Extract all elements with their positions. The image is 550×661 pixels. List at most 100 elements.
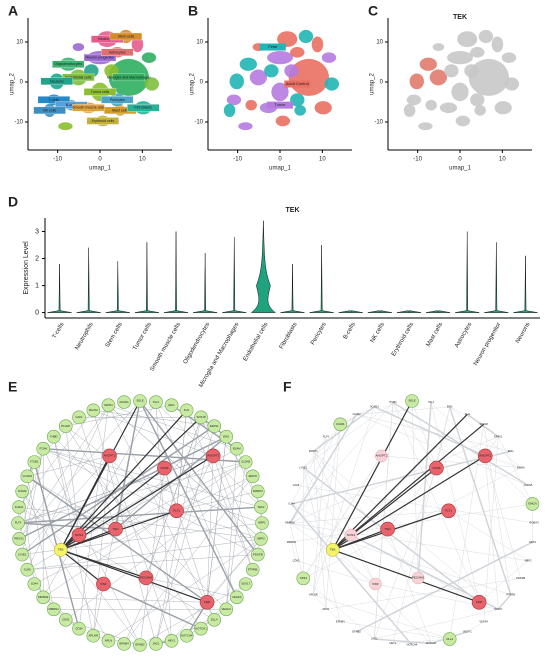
edge — [498, 436, 533, 505]
hub-label: KDR — [476, 600, 483, 604]
gene-label: PROX1 — [309, 449, 318, 453]
hub-node — [96, 576, 111, 592]
gene-node — [254, 532, 268, 546]
edge — [485, 455, 499, 610]
x-tick-label: -10 — [53, 157, 62, 163]
x-tick-label: Endothelial cells — [243, 322, 270, 363]
label-box — [259, 43, 286, 51]
hub-label: ANGPT2 — [375, 454, 387, 458]
edge — [60, 549, 147, 579]
edge — [392, 406, 450, 644]
edge — [27, 476, 116, 530]
edge — [290, 503, 413, 646]
hub-label: ANGPT1 — [479, 454, 491, 458]
y-tick-label: -10 — [194, 120, 203, 126]
group-label: Adult Control — [286, 81, 309, 86]
violin — [280, 263, 305, 313]
cluster-label: B-cells — [66, 103, 77, 107]
edge — [206, 538, 262, 603]
edge — [313, 436, 326, 595]
gene-label: CD93 — [62, 618, 70, 622]
cell-cluster — [238, 122, 253, 131]
cell-cluster — [131, 36, 144, 53]
edge — [325, 424, 341, 610]
gene-label: APLNR — [89, 633, 98, 637]
x-tick-label: 10 — [499, 157, 506, 163]
x-tick-label: Neuron progenitor — [473, 322, 502, 367]
gene-node — [207, 419, 222, 434]
hub-node — [380, 521, 395, 537]
edge — [103, 583, 202, 630]
violin — [222, 236, 247, 313]
gene-node — [164, 634, 179, 648]
cell-cluster — [277, 31, 298, 48]
hub-label: CDH5 — [160, 466, 168, 470]
x-tick-label: Neurons — [515, 322, 532, 345]
gene-node — [245, 469, 260, 484]
violin — [426, 310, 451, 314]
edge — [108, 405, 215, 620]
cell-cluster — [294, 105, 306, 116]
cell-cluster — [403, 103, 416, 117]
edge — [392, 402, 437, 469]
edge — [374, 468, 437, 640]
edge — [303, 455, 382, 579]
gene-label: EPHB4 — [336, 619, 345, 623]
hub-label: ANGPT1 — [207, 454, 219, 458]
gene-node — [296, 571, 311, 586]
cell-cluster — [491, 36, 504, 53]
edge — [325, 578, 521, 610]
edge — [213, 455, 253, 570]
edge — [483, 436, 499, 622]
center-label: TEK — [330, 548, 336, 552]
gene-node — [27, 455, 42, 469]
violin — [250, 220, 277, 313]
edge — [392, 638, 450, 644]
y-axis-label: umap_2 — [10, 72, 16, 94]
chart-title: TEK — [286, 207, 300, 214]
hub-label: PECAM1 — [140, 576, 153, 580]
edge — [108, 538, 262, 642]
cell-cluster — [223, 103, 236, 117]
x-tick-label: -10 — [233, 157, 242, 163]
x-axis-label: umap_1 — [89, 166, 111, 172]
x-tick-label: T-cells — [52, 322, 66, 340]
edge — [289, 413, 358, 524]
gene-label: ICAM1 — [15, 505, 24, 509]
gene-label: CLDN5 — [524, 483, 533, 487]
x-tick-label: B-cells — [343, 322, 357, 341]
gene-label: APLN — [322, 607, 329, 611]
gene-node — [255, 516, 269, 530]
label-box — [83, 53, 117, 62]
cell-cluster — [419, 57, 437, 71]
gene-label: MMRN1 — [287, 540, 297, 544]
x-tick-label: Oligodendrocytes — [183, 322, 212, 365]
hub-label: TIE1 — [112, 527, 119, 531]
edge — [303, 414, 357, 468]
edge — [60, 400, 141, 551]
edge — [18, 400, 141, 540]
gene-node — [194, 410, 208, 425]
label-box — [83, 88, 117, 96]
panel-label: D — [8, 194, 18, 210]
hub-node — [471, 594, 487, 610]
gene-label: CLDN5 — [241, 460, 251, 464]
edge — [18, 410, 94, 508]
edge — [65, 404, 172, 427]
edge — [60, 416, 202, 551]
gene-node — [179, 403, 194, 418]
edge — [332, 413, 468, 551]
edge — [289, 424, 341, 524]
gene-label: ESAM — [517, 465, 524, 469]
gene-node — [149, 395, 163, 409]
hub-label: VWF — [100, 582, 107, 586]
edge — [374, 402, 394, 640]
gene-node — [20, 469, 35, 484]
cell-cluster — [409, 73, 424, 90]
edge — [289, 522, 304, 579]
edge — [114, 400, 141, 530]
hub-label: NOS3 — [75, 533, 84, 537]
gene-label: SOX17 — [241, 582, 250, 586]
y-tick-label: 10 — [16, 40, 23, 46]
x-axis-label: umap_1 — [449, 166, 471, 172]
